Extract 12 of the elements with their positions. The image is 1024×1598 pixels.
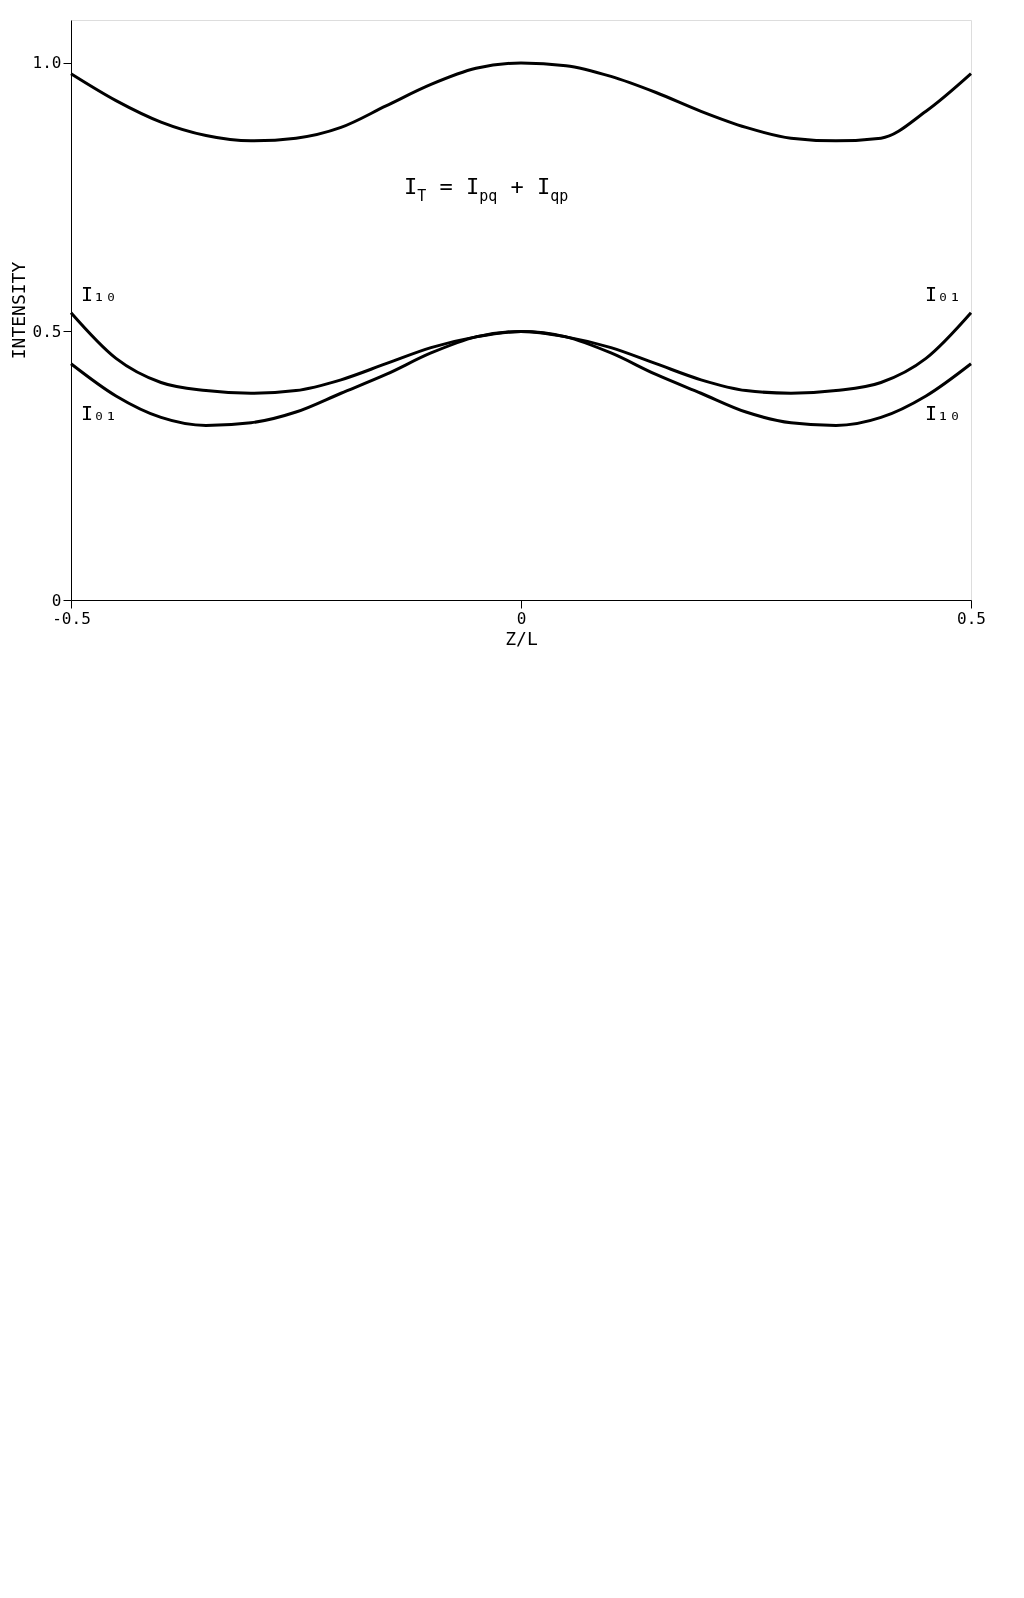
y-tick-label: 0 — [51, 590, 62, 610]
text: I₁₀ — [81, 281, 118, 306]
text: I₀₁ — [924, 281, 961, 306]
y-tick-label: 0.5 — [32, 321, 62, 341]
x-tick-label: -0.5 — [52, 608, 91, 628]
y-axis-title: INTENSITY — [7, 261, 29, 360]
x-axis-title: Z/L — [505, 627, 538, 649]
series-label: I₁₀ — [924, 400, 961, 425]
x-tick-label: 0.5 — [957, 608, 986, 628]
y-tick-label: 1.0 — [32, 53, 62, 73]
x-tick-label: 0 — [516, 608, 527, 628]
series-label: I₀₁ — [81, 400, 118, 425]
